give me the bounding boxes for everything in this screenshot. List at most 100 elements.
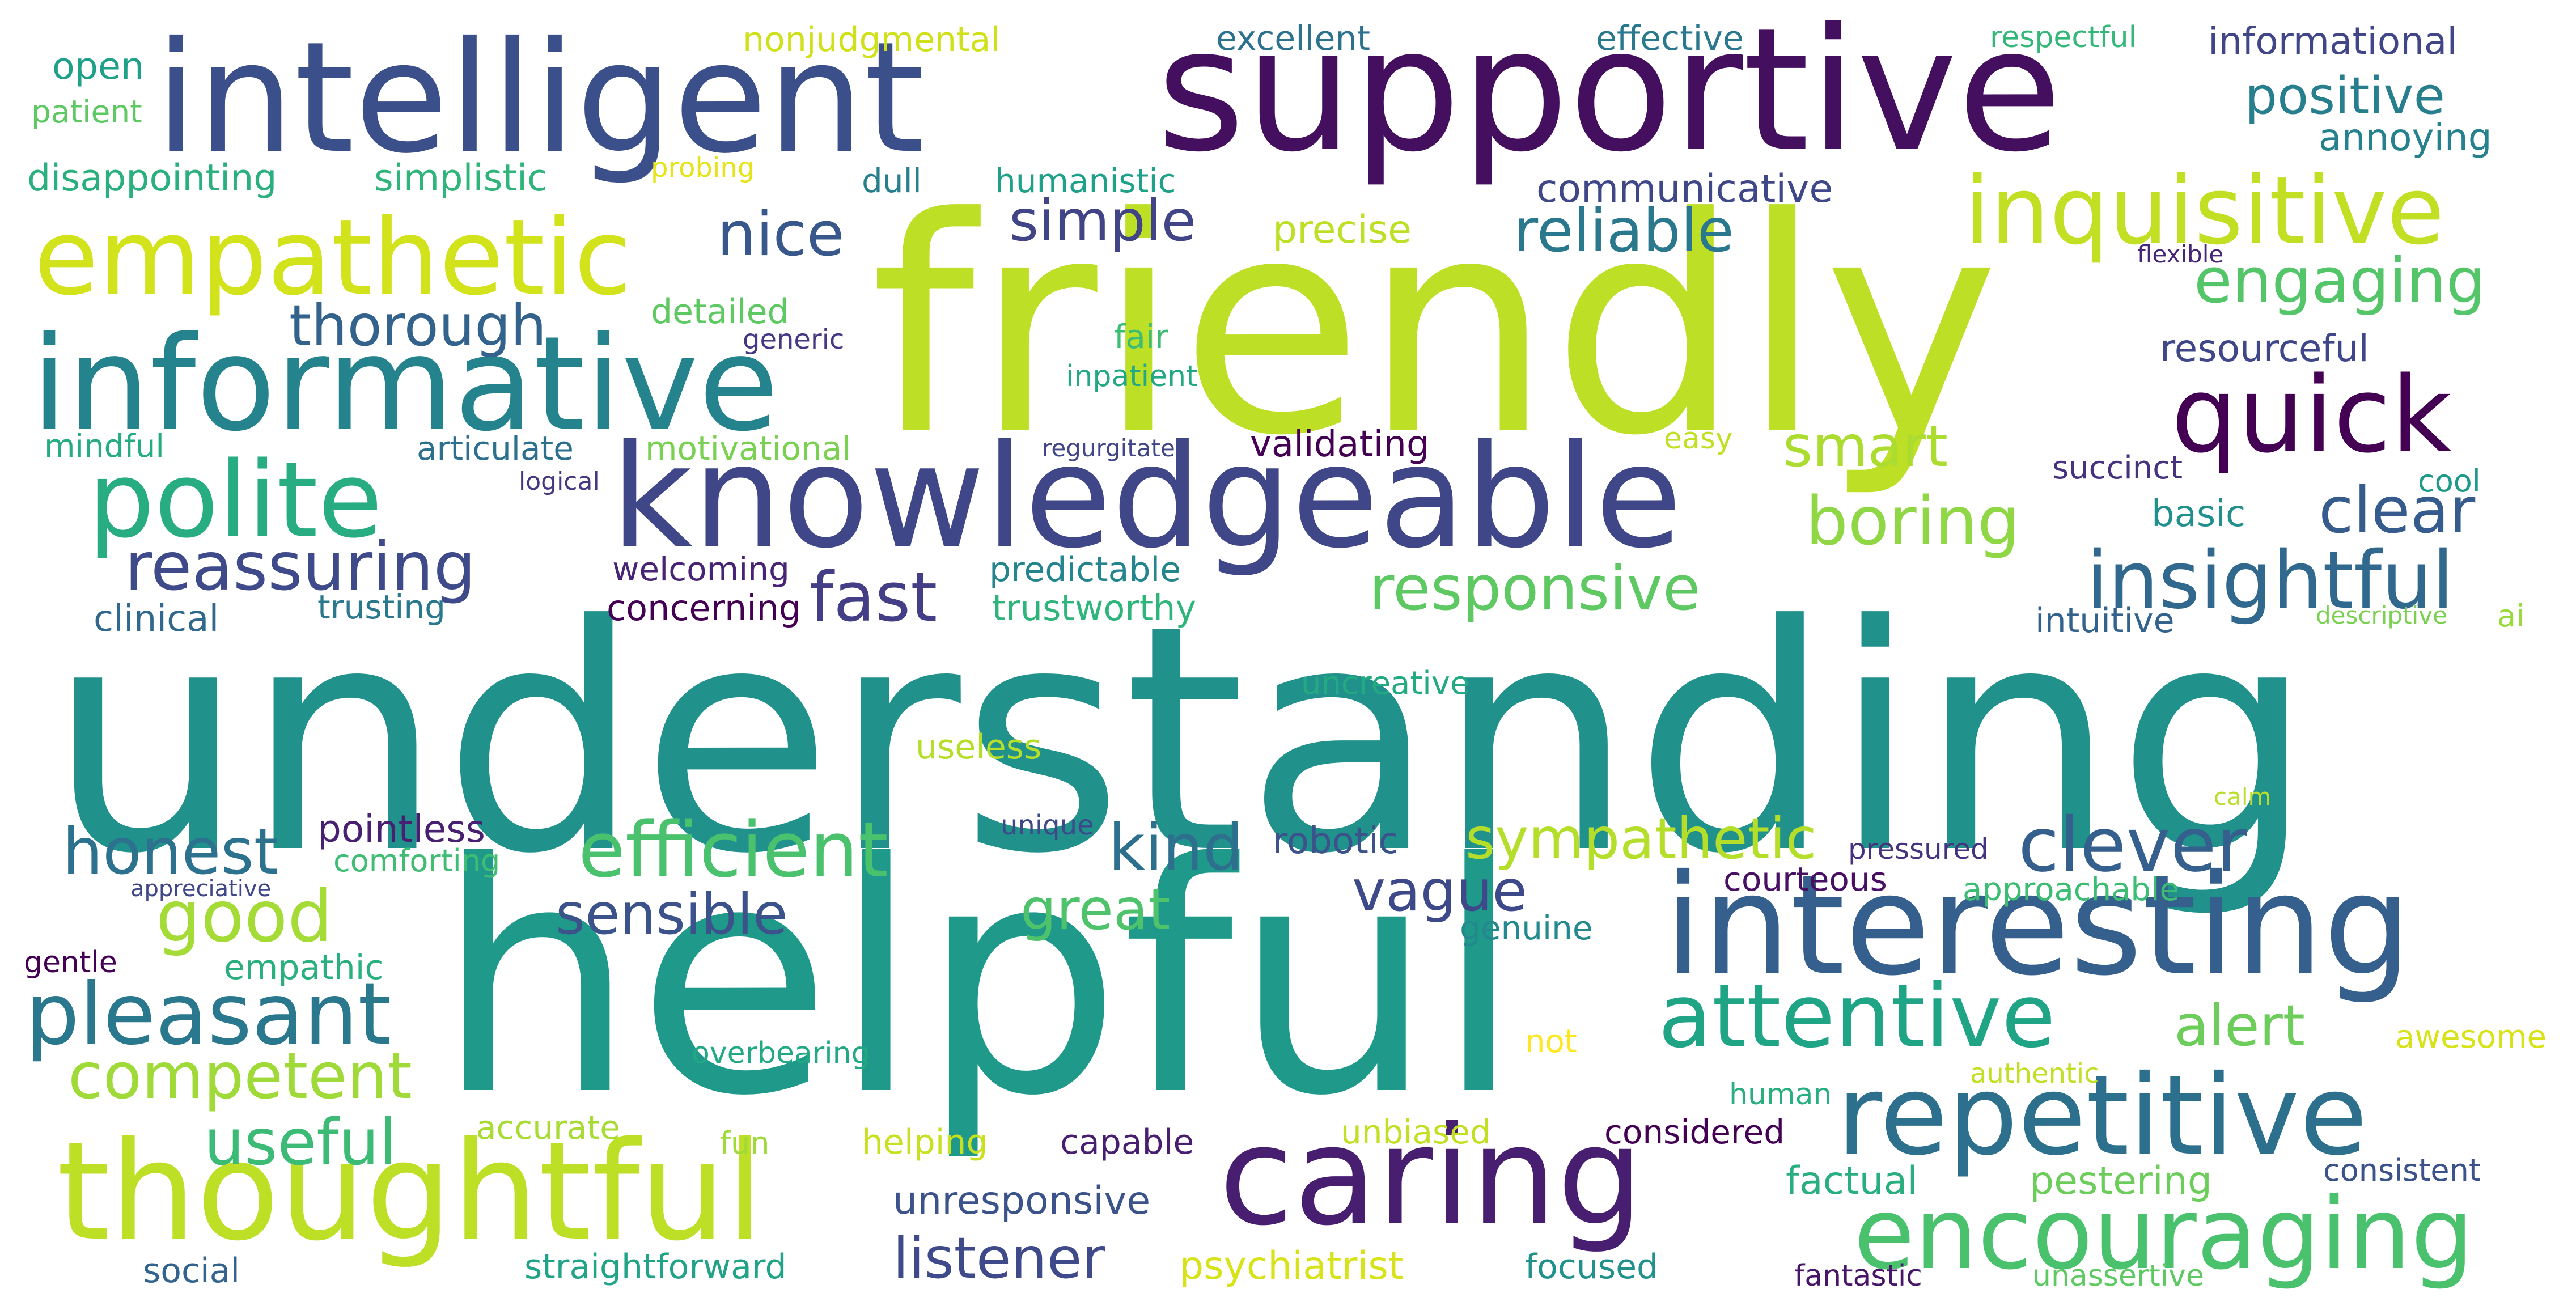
word-clever: clever [2018,802,2248,889]
word-helping: helping [862,1122,988,1162]
word-psychiatrist: psychiatrist [1179,1244,1404,1288]
word-great: great [1020,876,1171,943]
word-courteous: courteous [1723,860,1887,898]
word-accurate: accurate [476,1108,620,1147]
word-succinct: succinct [2052,450,2183,486]
word-encouraging: encouraging [1854,1177,2474,1292]
word-gentle: gentle [24,946,117,980]
word-engaging: engaging [2194,244,2486,317]
word-disappointing: disappointing [27,157,277,200]
word-repetitive: repetitive [1837,1051,2368,1180]
word-communicative: communicative [1536,167,1833,211]
word-sympathetic: sympathetic [1465,805,1817,872]
word-vague: vague [1352,858,1527,924]
word-useless: useless [916,727,1042,767]
word-pleasant: pleasant [26,965,392,1064]
word-trustworthy: trustworthy [992,587,1197,629]
word-mindful: mindful [44,428,164,465]
word-effective: effective [1596,19,1744,58]
word-helpful: helpful [435,796,1523,1165]
word-thorough: thorough [289,292,547,359]
word-honest: honest [62,815,279,889]
word-smart: smart [1783,413,1948,480]
word-intelligent: intelligent [155,9,925,187]
word-consistent: consistent [2323,1152,2481,1188]
word-informative: informative [31,309,779,460]
word-intuitive: intuitive [2035,601,2175,641]
word-approachable: approachable [1963,871,2179,908]
word-clear: clear [2319,474,2476,548]
word-competent: competent [68,1040,412,1113]
word-inpatient: inpatient [1066,359,1198,393]
word-not: not [1525,1023,1577,1060]
word-useful: useful [204,1106,397,1180]
word-good: good [156,876,333,958]
word-fun: fun [720,1125,770,1161]
word-positive: positive [2245,66,2446,126]
word-alert: alert [2174,993,2305,1059]
word-informational: informational [2208,19,2458,63]
word-kind: kind [1108,811,1244,885]
word-resourceful: resourceful [2160,327,2369,370]
word-annoying: annoying [2319,116,2492,159]
word-generic: generic [743,324,845,355]
word-nice: nice [717,199,845,270]
word-respectful: respectful [1990,20,2137,54]
word-nonjudgmental: nonjudgmental [743,20,1000,60]
word-regurgitate: regurgitate [1042,434,1175,462]
word-concerning: concerning [607,587,802,629]
word-empathetic: empathetic [34,196,632,319]
word-straightforward: straightforward [524,1247,787,1287]
word-simplistic: simplistic [374,157,548,200]
word-overbearing: overbearing [692,1036,870,1070]
word-knowledgeable: knowledgeable [611,414,1683,579]
word-simple: simple [1009,188,1197,254]
word-genuine: genuine [1460,909,1593,947]
word-articulate: articulate [417,429,574,468]
word-ai: ai [2497,598,2525,634]
word-focused: focused [1525,1247,1659,1287]
word-capable: capable [1060,1122,1194,1162]
word-thoughtful: thoughtful [57,1112,764,1271]
word-calm: calm [2214,783,2272,811]
word-descriptive: descriptive [2316,601,2447,629]
word-inquisitive: inquisitive [1964,156,2445,265]
word-human: human [1729,1078,1832,1112]
word-friendly: friendly [870,154,2000,501]
word-listener: listener [893,1225,1105,1291]
word-robotic: robotic [1273,820,1399,862]
word-excellent: excellent [1216,19,1371,58]
word-humanistic: humanistic [995,162,1176,200]
word-unbiased: unbiased [1341,1113,1491,1151]
word-responsive: responsive [1369,553,1701,624]
word-fantastic: fantastic [1794,1259,1922,1293]
word-supportive: supportive [1156,0,2062,189]
word-understanding: understanding [48,558,2315,922]
word-flexible: flexible [2137,240,2224,268]
word-factual: factual [1786,1159,1918,1203]
word-clinical: clinical [94,598,219,640]
word-boring: boring [1806,482,2020,560]
word-unassertive: unassertive [2032,1259,2204,1293]
word-uncreative: uncreative [1301,665,1470,702]
word-pestering: pestering [2030,1159,2213,1203]
word-polite: polite [88,439,383,561]
word-fast: fast [810,558,938,637]
word-quick: quick [2171,354,2452,476]
word-open: open [52,45,145,88]
word-easy: easy [1664,422,1733,456]
word-precise: precise [1273,207,1412,252]
word-considered: considered [1604,1113,1785,1151]
word-sensible: sensible [556,881,788,947]
word-motivational: motivational [645,429,851,468]
word-interesting: interesting [1664,845,2412,1006]
word-logical: logical [519,467,600,496]
word-probing: probing [651,152,755,184]
word-appreciative: appreciative [130,876,272,902]
word-efficient: efficient [578,805,888,894]
word-validating: validating [1250,423,1430,465]
word-authentic: authentic [1970,1058,2099,1089]
word-social: social [143,1251,240,1291]
word-attentive: attentive [1658,965,2056,1067]
